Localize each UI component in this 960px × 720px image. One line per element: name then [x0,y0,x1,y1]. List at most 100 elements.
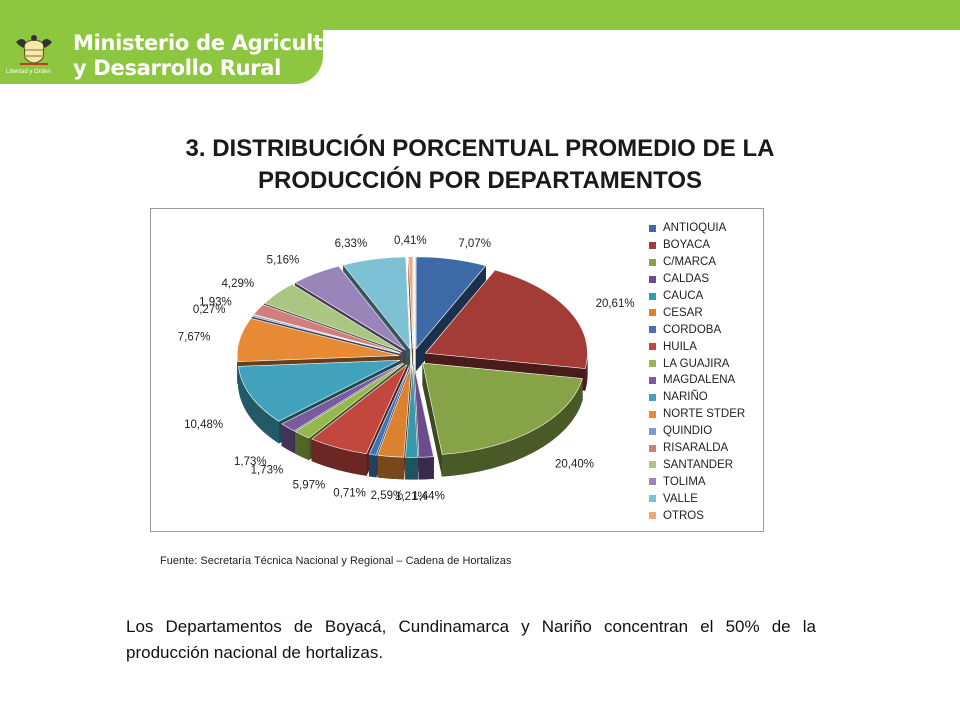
data-label-caldas: 1,44% [412,491,445,503]
slice-wall-caldas [418,456,434,480]
pie-slice-otros [408,256,414,349]
data-label-tolima: 5,16% [267,255,300,267]
legend-item-cordoba: CORDOBA [649,321,745,338]
pie-slice-boyaca [424,269,588,369]
pie-slice-tolima [294,265,406,351]
ministry-name-line-1: Ministerio de Agricultura [73,31,362,55]
data-label-cauca: 1,21% [395,491,428,503]
slice-wall-cauca [405,457,419,480]
pie-slice-antioquia [415,256,487,350]
legend-item-antioquia: ANTIOQUIA [649,220,745,237]
legend-label: C/MARCA [663,256,717,269]
legend-swatch [649,393,656,401]
data-label-nari-o: 10,48% [184,419,223,431]
legend-swatch [649,512,656,520]
legend-swatch [649,326,656,334]
pie-slice-quindio [251,314,401,354]
data-label-la-guajira: 1,73% [251,465,284,477]
legend-swatch [649,427,656,435]
legend-swatch [649,444,656,452]
pie-slice-c-marca [422,362,583,455]
coat-of-arms-icon [16,35,52,65]
pie-slice-risaralda [253,304,401,354]
pie-chart: 7,07% 20,61% 20,40% 1,44%1,21%2,59% 0,71% 5,9… [178,235,635,503]
data-label-huila: 5,97% [293,480,326,492]
legend-label: OTROS [663,509,704,522]
ministry-header-tab [0,30,323,84]
legend-item-nari-o: NARIÑO [649,389,745,406]
slice-wall-cesar [377,455,405,480]
legend-item-c-marca: C/MARCA [649,254,745,271]
legend-item-caldas: CALDAS [649,271,745,288]
chart-frame: 7,07% 20,61% 20,40% 1,44% 1,21% 2,59% 0,71% 5,9… [150,208,764,532]
legend-swatch [649,495,656,503]
legend-item-valle: VALLE [649,490,745,507]
data-label-quindio: 0,27% [193,304,226,316]
legend-label: CAUCA [663,290,704,302]
legend-label: ANTIOQUIA [663,222,727,235]
pie-slice-cauca [405,365,419,458]
ministry-name: Ministerio de Agricultura y Desarrollo R… [73,31,362,81]
legend-item-risaralda: RISARALDA [649,440,745,457]
legend-label: TOLIMA [663,475,706,488]
pie-slice-caldas [413,365,434,458]
pie-tops [236,256,588,458]
source-note: Fuente: Secretaría Técnica Nacional y Re… [160,555,512,567]
pie-slice-magdalena [281,362,404,432]
data-label-cesar: 2,59% [371,490,404,502]
data-label-magdalena: 1,73% [234,456,267,468]
legend-item-boyaca: BOYACA [649,237,745,254]
data-label-antioquia: 7,07% [458,238,491,250]
legend-item-tolima: TOLIMA [649,473,745,490]
legend-item-norte-stder: NORTE STDER [649,406,745,423]
legend-label: NARIÑO [663,391,708,404]
pie-slice-la-guajira [294,363,405,439]
legend-swatch [649,309,656,317]
legend-swatch [649,360,656,368]
crest-motto: Libertad y Orden [6,69,51,75]
data-label-norte-stder: 7,67% [178,332,211,344]
legend-label: CESAR [663,306,703,319]
legend-label: VALLE [663,492,698,505]
legend-item-otros: OTROS [649,507,745,524]
legend-item-huila: HUILA [649,338,745,355]
legend-swatch [649,376,656,384]
data-label-otros: 0,41% [394,235,427,247]
pie-slice-huila [311,364,408,454]
chart-legend: ANTIOQUIA BOYACA C/MARCA CALDAS CAUCA CESAR CO… [649,220,745,524]
legend-item-la-guajira: LA GUAJIRA [649,355,745,372]
data-label-valle: 6,33% [335,238,368,250]
legend-swatch [649,258,656,266]
legend-swatch [649,292,656,300]
legend-label: SANTANDER [663,458,734,471]
legend-swatch [649,275,656,283]
legend-label: CORDOBA [663,323,722,336]
pie-slice-norte-stder [236,318,400,362]
legend-swatch [649,224,656,232]
legend-label: QUINDIO [663,425,713,438]
slice-wall-cordoba [368,453,377,478]
legend-label: HUILA [663,340,697,353]
legend-label: LA GUAJIRA [663,357,730,370]
data-label-boyaca: 20,61% [596,298,635,310]
legend-label: RISARALDA [663,442,729,455]
legend-item-quindio: QUINDIO [649,423,745,440]
pie-slice-nari-o [238,359,401,422]
legend-item-cauca: CAUCA [649,288,745,305]
legend-item-santander: SANTANDER [649,456,745,473]
pie-slice-cordoba [368,365,411,456]
data-label-santander: 4,29% [221,278,254,290]
pie-slice-cesar [377,365,412,458]
slide-title-line-1: 3. DISTRIBUCIÓN PORCENTUAL PROMEDIO DE L… [185,135,775,162]
top-green-band [0,0,960,30]
data-label-risaralda: 1,93% [199,297,232,309]
slide-title-line-2: PRODUCCIÓN POR DEPARTAMENTOS [257,167,703,194]
pie-slice-santander [263,283,403,352]
legend-swatch [649,343,656,351]
legend-label: CALDAS [663,273,710,286]
data-label-cordoba: 0,71% [333,488,366,500]
legend-swatch [649,241,656,249]
legend-label: BOYACA [663,239,711,252]
legend-swatch [649,461,656,469]
data-label-c-marca: 20,40% [555,459,594,471]
